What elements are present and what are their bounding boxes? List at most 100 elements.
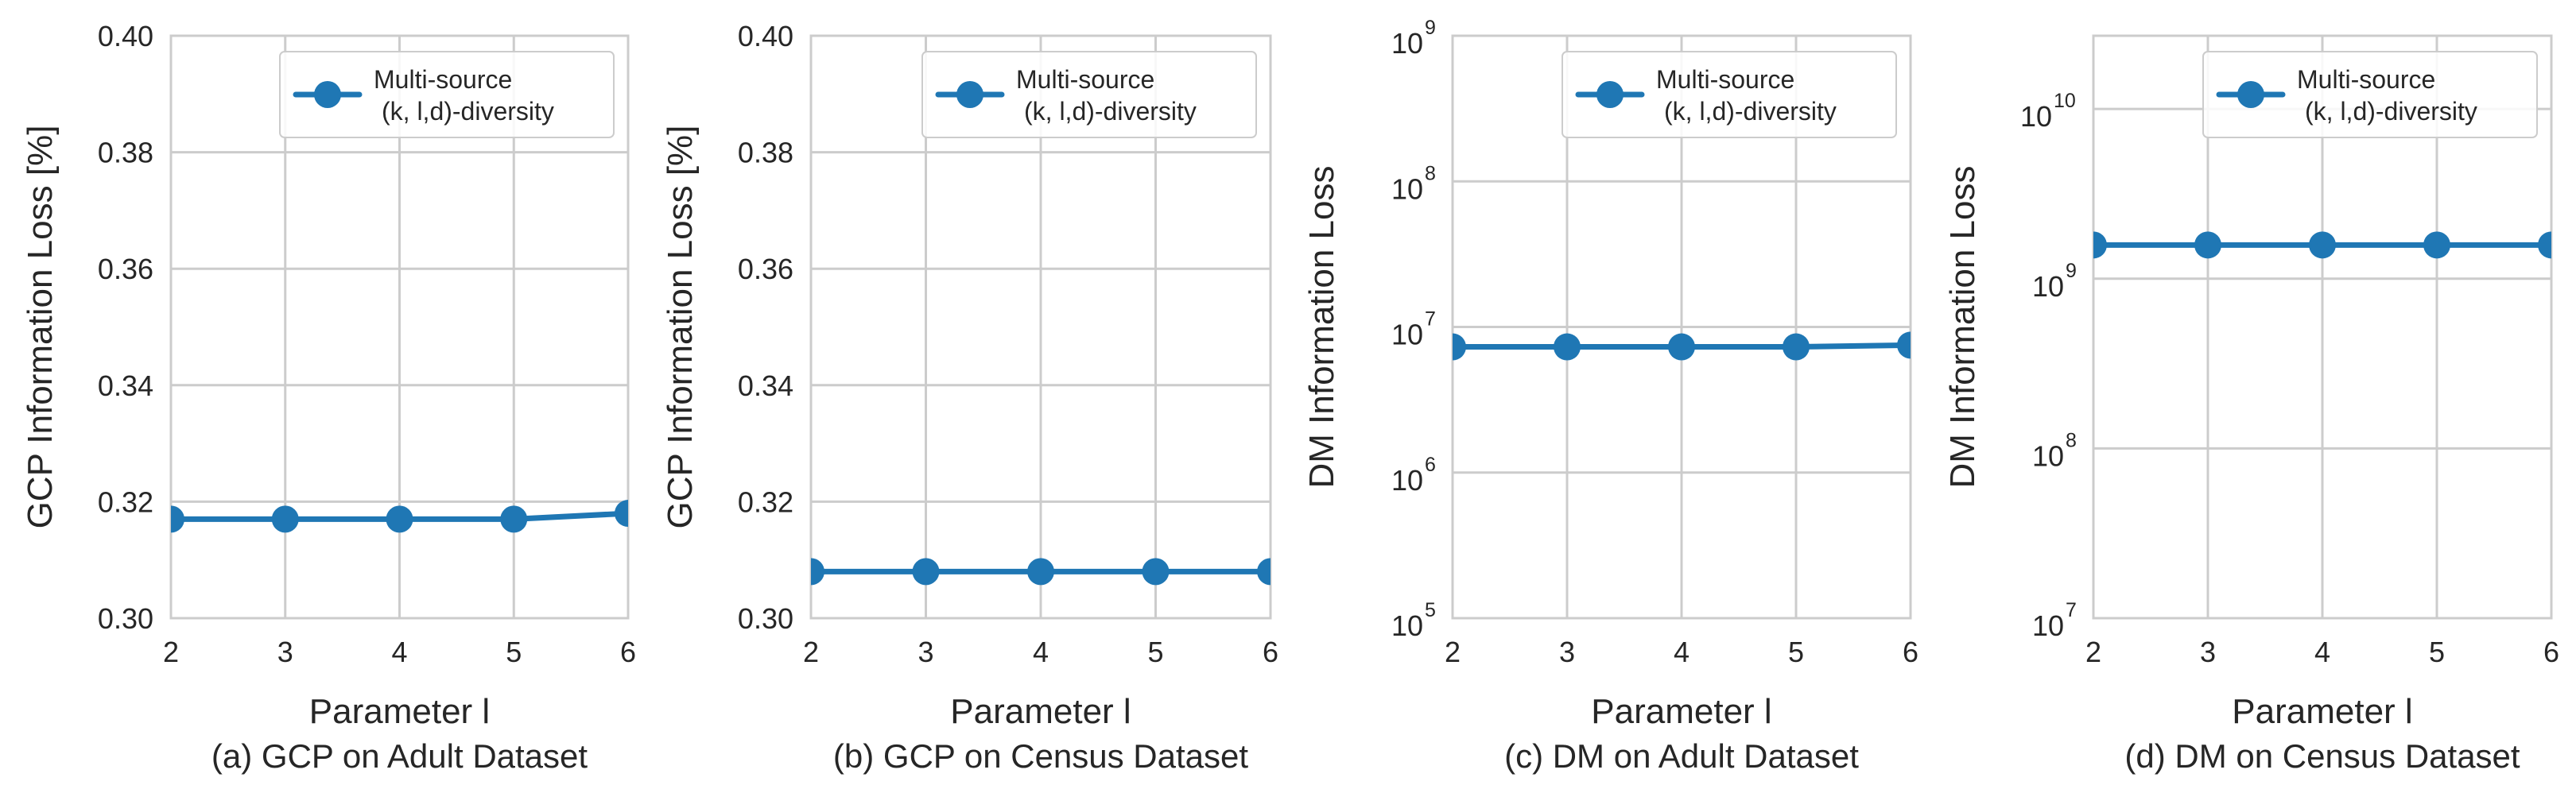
x-tick-label: 4 bbox=[1674, 636, 1690, 668]
series-group bbox=[811, 558, 1271, 586]
x-tick-label: 3 bbox=[2200, 636, 2216, 668]
y-tick-label-base: 10 bbox=[2032, 609, 2064, 642]
data-point bbox=[912, 558, 940, 586]
plot-frame bbox=[809, 34, 1272, 620]
y-axis-label: GCP Information Loss [%] bbox=[661, 126, 700, 529]
data-point bbox=[500, 505, 528, 533]
plot-frame bbox=[169, 34, 630, 620]
y-tick-label: 0.30 bbox=[738, 602, 793, 635]
panel-caption: (b) GCP on Census Dataset bbox=[833, 737, 1248, 775]
y-tick-label: 0.32 bbox=[98, 485, 153, 518]
x-tick-label: 5 bbox=[2429, 636, 2445, 668]
y-tick-label: 0.36 bbox=[738, 253, 793, 285]
y-tick-label-exponent: 9 bbox=[2066, 260, 2077, 282]
data-point bbox=[1668, 333, 1695, 361]
legend-label-line2: (k, l,d)-diversity bbox=[1664, 97, 1837, 126]
x-tick-label: 2 bbox=[2085, 636, 2101, 668]
y-tick-label: 0.40 bbox=[98, 20, 153, 52]
x-tick-label: 4 bbox=[2314, 636, 2330, 668]
y-tick-label-exponent: 8 bbox=[2066, 429, 2077, 451]
data-point bbox=[2309, 231, 2336, 259]
legend: Multi-source (k, l,d)-diversity bbox=[279, 51, 615, 138]
chart-panel-2: 2 3 4 5 6 0.30 0.32 0.34 0.36 0.38 0.40 Multi-sourc… bbox=[661, 20, 1278, 775]
data-point bbox=[2194, 231, 2221, 259]
x-tick-label: 2 bbox=[1445, 636, 1461, 668]
legend-marker bbox=[1596, 81, 1624, 108]
y-tick-label-base: 10 bbox=[1391, 464, 1423, 497]
y-axis-label: DM Information Loss bbox=[1302, 166, 1341, 489]
y-tick-label-exponent: 5 bbox=[1425, 599, 1436, 621]
y-tick-label-base: 10 bbox=[1391, 172, 1423, 205]
data-point bbox=[171, 505, 184, 533]
data-point bbox=[1027, 558, 1054, 586]
data-point bbox=[2093, 231, 2107, 259]
data-point bbox=[271, 505, 299, 533]
x-tick-label: 2 bbox=[163, 636, 179, 668]
y-tick-label: 0.36 bbox=[98, 253, 153, 285]
x-tick-label: 3 bbox=[1559, 636, 1575, 668]
x-tick-label: 2 bbox=[803, 636, 819, 668]
legend-marker bbox=[2237, 81, 2264, 108]
data-point bbox=[1554, 333, 1581, 361]
y-tick-label-base: 10 bbox=[2032, 270, 2064, 303]
x-tick-label: 3 bbox=[277, 636, 293, 668]
panel-caption: (c) DM on Adult Dataset bbox=[1504, 737, 1859, 775]
legend: Multi-source (k, l,d)-diversity bbox=[2202, 51, 2538, 138]
x-tick-label: 5 bbox=[1788, 636, 1804, 668]
series-group bbox=[1453, 331, 1911, 361]
y-tick-label-exponent: 7 bbox=[2066, 599, 2077, 621]
y-axis-label: DM Information Loss bbox=[1943, 166, 1982, 489]
legend-marker bbox=[956, 81, 983, 108]
x-axis-label: Parameter l bbox=[309, 692, 490, 731]
legend: Multi-source (k, l,d)-diversity bbox=[1562, 51, 1897, 138]
legend-box bbox=[1562, 51, 1897, 138]
y-axis-label: GCP Information Loss [%] bbox=[21, 126, 60, 529]
y-tick-label-base: 10 bbox=[1391, 27, 1423, 60]
legend-box bbox=[2202, 51, 2538, 138]
x-tick-label: 4 bbox=[391, 636, 407, 668]
series-group bbox=[2093, 231, 2551, 259]
legend-box bbox=[921, 51, 1257, 138]
legend-box bbox=[279, 51, 615, 138]
series-group bbox=[171, 500, 628, 533]
legend-label-line1: Multi-source bbox=[374, 65, 512, 94]
legend: Multi-source (k, l,d)-diversity bbox=[921, 51, 1257, 138]
data-point bbox=[1142, 558, 1170, 586]
y-tick-label: 0.38 bbox=[738, 137, 793, 169]
plot-frame bbox=[1451, 34, 1912, 620]
y-tick-label: 0.34 bbox=[98, 369, 153, 402]
x-tick-label: 6 bbox=[1903, 636, 1918, 668]
x-tick-label: 5 bbox=[1147, 636, 1163, 668]
x-tick-label: 3 bbox=[918, 636, 933, 668]
data-point bbox=[2423, 231, 2450, 259]
y-tick-label: 0.32 bbox=[738, 485, 793, 518]
x-axis-label: Parameter l bbox=[1591, 692, 1771, 731]
x-tick-label: 6 bbox=[2543, 636, 2559, 668]
chart-panel-1: 2 3 4 5 6 0.30 0.32 0.34 0.36 0.38 0.40 Multi-sourc… bbox=[21, 20, 636, 775]
legend-label-line2: (k, l,d)-diversity bbox=[382, 97, 554, 126]
y-tick-label: 0.38 bbox=[98, 137, 153, 169]
panel-caption: (a) GCP on Adult Dataset bbox=[211, 737, 588, 775]
data-point bbox=[1257, 558, 1271, 586]
x-tick-label: 6 bbox=[620, 636, 636, 668]
y-tick-label: 0.30 bbox=[98, 602, 153, 635]
y-tick-label-exponent: 7 bbox=[1425, 308, 1436, 331]
y-tick-label-exponent: 9 bbox=[1425, 17, 1436, 39]
y-tick-label-base: 10 bbox=[1391, 609, 1423, 642]
data-point bbox=[1453, 333, 1466, 361]
y-tick-label-exponent: 10 bbox=[2054, 90, 2076, 112]
data-point bbox=[1897, 331, 1911, 359]
data-point bbox=[811, 558, 824, 586]
panel-caption: (d) DM on Census Dataset bbox=[2124, 737, 2520, 775]
legend-label-line1: Multi-source bbox=[1656, 65, 1794, 94]
x-tick-label: 4 bbox=[1033, 636, 1049, 668]
data-point bbox=[2538, 231, 2551, 259]
data-point bbox=[615, 500, 628, 528]
legend-label-line2: (k, l,d)-diversity bbox=[2305, 97, 2477, 126]
legend-label-line1: Multi-source bbox=[2297, 65, 2435, 94]
x-tick-label: 5 bbox=[506, 636, 522, 668]
legend-label-line1: Multi-source bbox=[1016, 65, 1154, 94]
